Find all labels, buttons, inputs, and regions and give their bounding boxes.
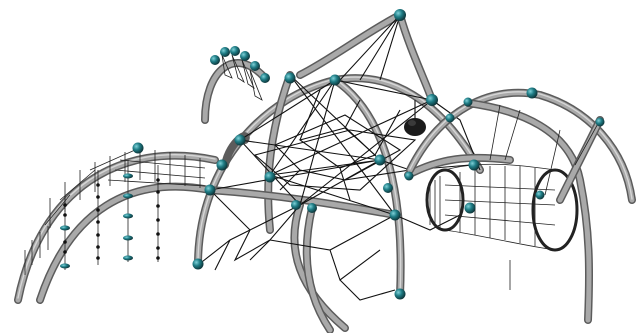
rope-ladder-4 <box>156 165 160 262</box>
left-ladder-arch <box>18 150 215 300</box>
rope-ladder-3 <box>123 160 133 262</box>
tunnel-net <box>408 158 577 250</box>
central-spider-net <box>198 15 480 300</box>
rope-ladder-2 <box>96 170 100 265</box>
